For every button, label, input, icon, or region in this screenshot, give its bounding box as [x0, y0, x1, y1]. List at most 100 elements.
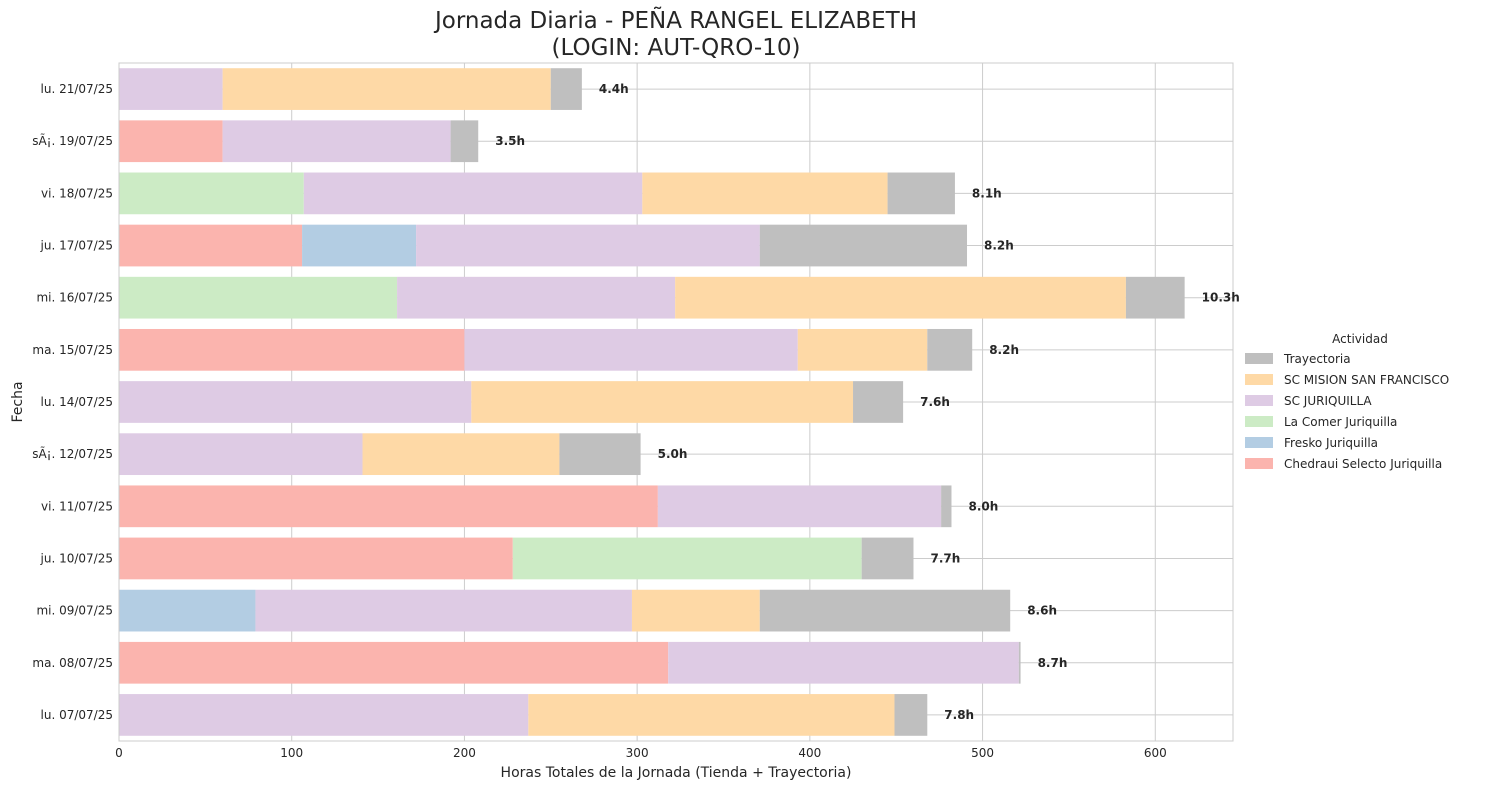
y-tick-label: ju. 10/07/25	[40, 551, 113, 565]
bar-segment-sc-mision-san-francisco	[675, 276, 1126, 319]
x-tick-label: 200	[453, 746, 476, 760]
total-labels: 4.4h 3.5h 8.1h 8.2h 10.3h 8.2h 7.6h 5.0h 8.0h 7.7…	[495, 82, 1240, 722]
legend-swatch	[1245, 437, 1273, 448]
bar-segment-chedraui-selecto-juriquilla	[119, 328, 465, 371]
legend-swatch	[1245, 416, 1273, 427]
bar-segment-la-comer-juriquilla	[119, 276, 398, 319]
legend-swatch	[1245, 395, 1273, 406]
chart-title-line1: Jornada Diaria - PEÑA RANGEL ELIZABETH	[433, 6, 917, 34]
bar-segment-sc-juriquilla	[416, 224, 760, 267]
bar-segment-trayectoria	[450, 120, 479, 163]
y-tick-label: sÃ¡. 19/07/25	[32, 133, 113, 148]
y-tick-label: mi. 09/07/25	[36, 604, 113, 618]
x-axis-label: Horas Totales de la Jornada (Tienda + Tr…	[501, 765, 852, 781]
legend-swatch	[1245, 374, 1273, 385]
bar-segment-la-comer-juriquilla	[119, 172, 304, 215]
total-label: 3.5h	[495, 134, 525, 148]
total-label: 7.7h	[930, 551, 960, 565]
bar-segment-trayectoria	[861, 537, 914, 580]
legend-label: La Comer Juriquilla	[1284, 415, 1397, 429]
bar-segment-sc-mision-san-francisco	[222, 68, 551, 110]
bar-segment-sc-juriquilla	[119, 433, 363, 476]
bar-segment-sc-juriquilla	[119, 68, 223, 110]
y-tick-label: mi. 16/07/25	[36, 291, 113, 305]
legend-label: SC MISION SAN FRANCISCO	[1284, 373, 1449, 387]
bar-segment-chedraui-selecto-juriquilla	[119, 485, 658, 528]
total-label: 8.7h	[1038, 656, 1068, 670]
chart-title-line2: (LOGIN: AUT-QRO-10)	[552, 35, 801, 61]
bar-segment-sc-mision-san-francisco	[471, 381, 854, 423]
bar-segment-sc-juriquilla	[119, 381, 472, 423]
legend-swatch	[1245, 353, 1273, 364]
bar-segment-fresko-juriquilla	[302, 224, 417, 267]
bar-segment-trayectoria	[550, 68, 582, 110]
legend-entries: Trayectoria SC MISION SAN FRANCISCO SC JUR…	[1245, 352, 1449, 471]
bar-segment-trayectoria	[887, 172, 955, 215]
bar-segment-trayectoria	[1125, 276, 1185, 319]
x-tick-label: 300	[626, 746, 649, 760]
bar-segment-chedraui-selecto-juriquilla	[119, 537, 513, 580]
y-tick-label: lu. 21/07/25	[41, 82, 113, 96]
x-tick-label: 500	[971, 746, 994, 760]
total-label: 10.3h	[1202, 291, 1240, 305]
legend: Actividad Trayectoria SC MISION SAN FRANC…	[1245, 332, 1449, 471]
total-label: 5.0h	[658, 447, 688, 461]
total-label: 4.4h	[599, 82, 629, 96]
bar-segment-chedraui-selecto-juriquilla	[119, 224, 303, 267]
y-tick-labels: lu. 21/07/25 sÃ¡. 19/07/25 vi. 18/07/25 ju.…	[32, 82, 113, 722]
y-tick-label: ma. 08/07/25	[32, 656, 113, 670]
bar-segment-trayectoria	[759, 589, 1011, 632]
bar-segment-fresko-juriquilla	[119, 589, 256, 632]
bar-segment-sc-mision-san-francisco	[362, 433, 560, 476]
bar-segment-sc-juriquilla	[255, 589, 632, 632]
x-tick-label: 400	[798, 746, 821, 760]
legend-swatch	[1245, 458, 1273, 469]
y-tick-label: vi. 18/07/25	[41, 186, 113, 200]
bar-segment-sc-juriquilla	[668, 641, 1019, 684]
bar-segment-la-comer-juriquilla	[512, 537, 862, 580]
plot-frame	[118, 62, 1234, 742]
bar-segment-trayectoria	[941, 485, 952, 528]
total-label: 8.6h	[1027, 604, 1057, 618]
y-tick-label: lu. 07/07/25	[41, 708, 113, 722]
bar-segment-sc-juriquilla	[222, 120, 451, 163]
bar-segment-trayectoria	[759, 224, 968, 267]
total-label: 8.0h	[968, 499, 998, 513]
bar-segment-sc-mision-san-francisco	[528, 694, 895, 736]
bars	[119, 68, 1185, 736]
total-label: 8.2h	[989, 343, 1019, 357]
y-tick-label: ma. 15/07/25	[32, 343, 113, 357]
y-tick-label: sÃ¡. 12/07/25	[32, 446, 113, 461]
legend-label: SC JURIQUILLA	[1284, 394, 1372, 408]
bar-segment-trayectoria	[1018, 641, 1021, 684]
y-tick-label: vi. 11/07/25	[41, 499, 113, 513]
bar-segment-sc-mision-san-francisco	[797, 328, 928, 371]
bar-segment-trayectoria	[559, 433, 641, 476]
bar-segment-sc-juriquilla	[397, 276, 676, 319]
legend-label: Chedraui Selecto Juriquilla	[1284, 457, 1442, 471]
legend-title: Actividad	[1332, 332, 1388, 346]
x-tick-label: 0	[115, 746, 123, 760]
y-axis-label: Fecha	[10, 381, 26, 422]
total-label: 7.8h	[944, 708, 974, 722]
bar-segment-sc-mision-san-francisco	[631, 589, 760, 632]
bar-segment-chedraui-selecto-juriquilla	[119, 641, 669, 684]
bar-segment-trayectoria	[894, 694, 928, 736]
legend-label: Fresko Juriquilla	[1284, 436, 1378, 450]
bar-segment-trayectoria	[927, 328, 973, 371]
total-label: 8.1h	[972, 186, 1002, 200]
bar-segment-sc-juriquilla	[119, 694, 529, 736]
x-tick-label: 100	[280, 746, 303, 760]
y-tick-label: ju. 17/07/25	[40, 239, 113, 253]
total-label: 7.6h	[920, 395, 950, 409]
x-tick-labels: 0 100 200 300 400 500 600	[115, 746, 1167, 760]
bar-segment-sc-mision-san-francisco	[642, 172, 888, 215]
total-label: 8.2h	[984, 239, 1014, 253]
legend-label: Trayectoria	[1283, 352, 1351, 366]
bar-segment-trayectoria	[853, 381, 904, 423]
bar-segment-sc-juriquilla	[657, 485, 942, 528]
x-tick-label: 600	[1144, 746, 1167, 760]
bar-segment-chedraui-selecto-juriquilla	[119, 120, 223, 163]
bar-segment-sc-juriquilla	[464, 328, 798, 371]
